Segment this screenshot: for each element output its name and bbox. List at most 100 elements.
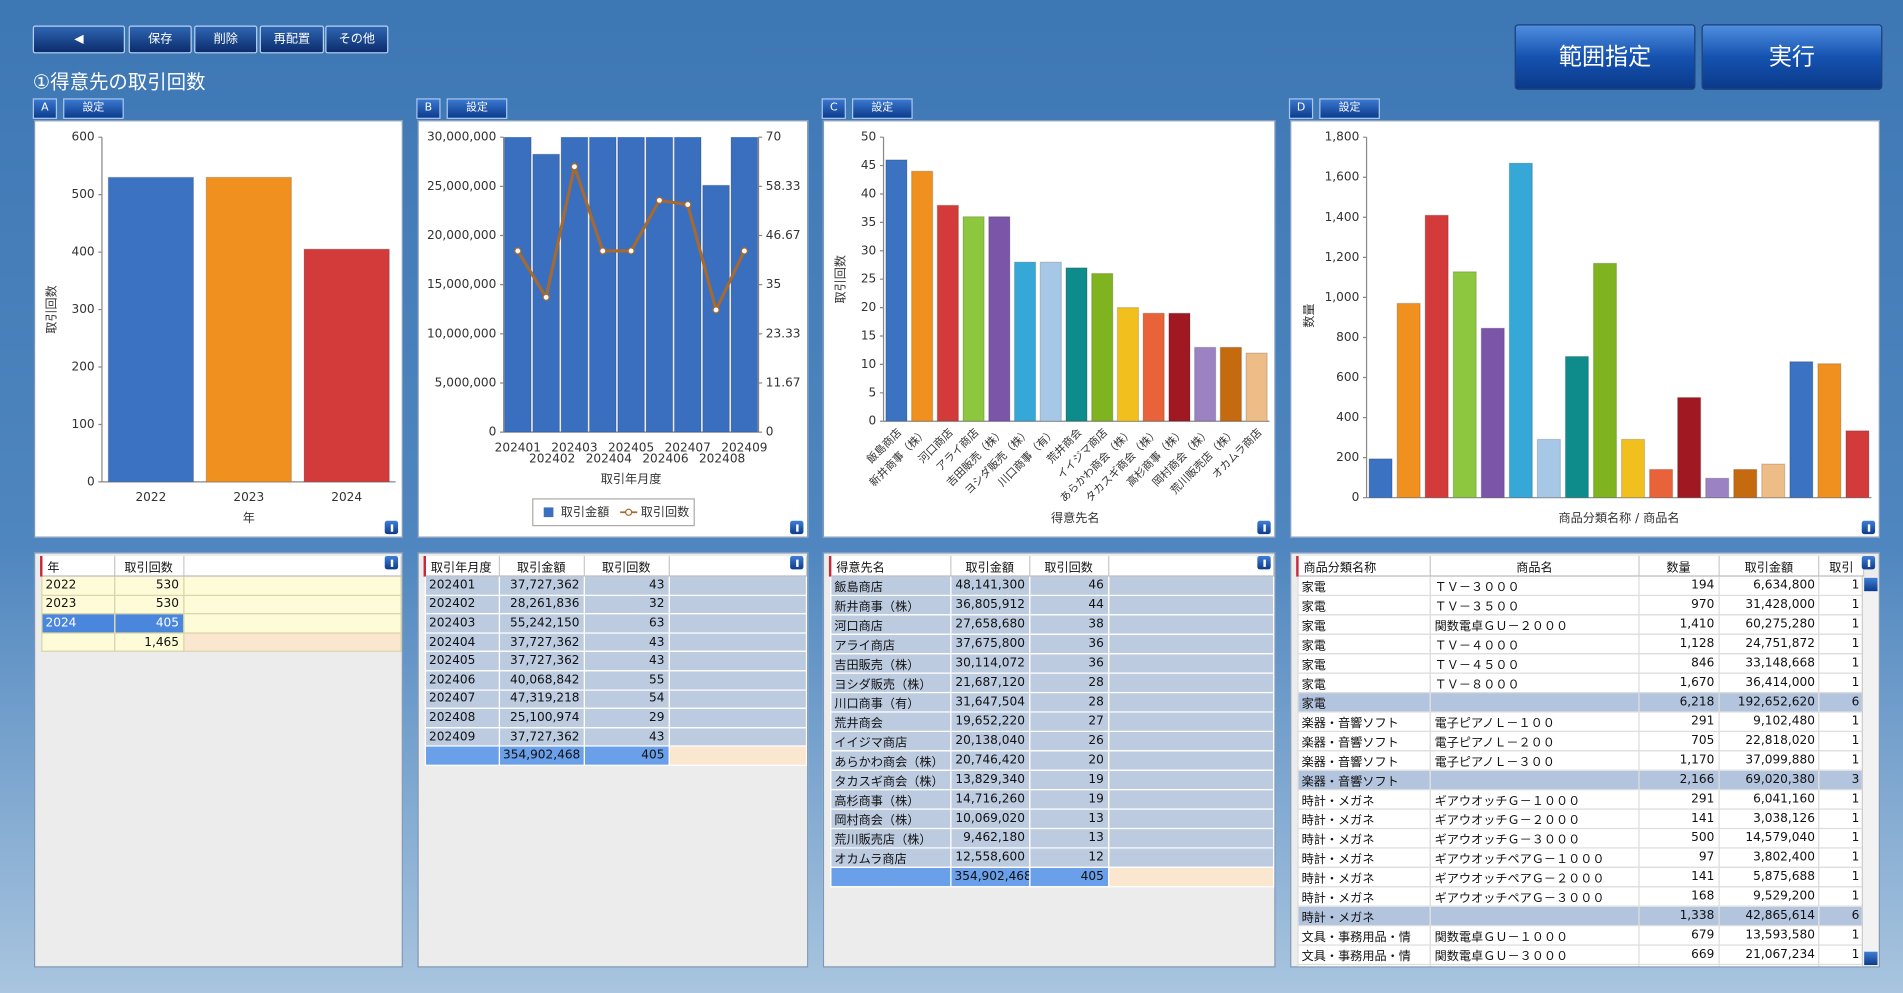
info-icon[interactable] [790,555,804,570]
table-row[interactable]: 202409 37,727,362 43 [424,726,808,747]
table-row[interactable]: 時計・メガネ ギアウオッチペアＧ－２０００ 141 5,875,688 1 [1296,866,1865,888]
scroll-down[interactable] [1864,951,1878,966]
bar [1817,363,1842,498]
setting-button[interactable]: 設定 [63,98,124,119]
table-row[interactable]: 202406 40,068,842 55 [424,670,808,691]
table-row[interactable]: 時計・メガネ ギアウオッチＧ－２０００ 141 3,038,126 1 [1296,808,1865,830]
subtotal-row[interactable]: 家電 6,218 192,652,620 6 [1296,691,1865,713]
bar [1245,352,1268,422]
table-row[interactable]: あらかわ商会（株） 20,746,420 20 [829,750,1275,771]
table-row[interactable]: 202408 25,100,974 29 [424,707,808,729]
table-row[interactable]: 川口商事（有） 31,647,504 28 [829,691,1275,713]
bar [1065,267,1088,422]
bar [1789,361,1814,498]
table-row[interactable]: 家電 ＴＶ－３０００ 194 6,634,800 1 [1296,575,1865,597]
bar [962,216,985,422]
table-row[interactable]: 家電 ＴＶ－３５００ 970 31,428,000 1 [1296,594,1865,616]
other-button[interactable]: その他 [325,25,389,54]
table-row[interactable]: アライ商店 37,675,800 36 [829,633,1275,655]
table-row[interactable]: 文具・事務用品・情 関数電卓ＧＵ－３０００ 669 21,067,234 1 [1296,944,1865,966]
table-row[interactable]: イイジマ商店 20,138,040 26 [829,730,1275,752]
info-icon[interactable] [1257,555,1271,570]
table-row[interactable]: タカスギ商会（株） 13,829,340 19 [829,769,1275,791]
cell: 97 [1637,847,1720,868]
subtotal-row[interactable]: 時計・メガネ 1,338 42,865,614 6 [1296,905,1865,927]
bar [1564,355,1590,498]
rearrange-button[interactable]: 再配置 [259,25,325,54]
cell: 楽器・音響ソフト [1296,750,1432,771]
save-button[interactable]: 保存 [128,25,192,54]
table-row[interactable]: 家電 ＴＶ－４５００ 846 33,148,668 1 [1296,653,1865,674]
cell: 時計・メガネ [1296,789,1432,810]
back-button[interactable]: ◀ [32,25,126,54]
cell: 202405 [424,651,500,672]
cell [829,866,951,887]
run-button[interactable]: 実行 [1701,24,1883,90]
table-row[interactable]: 家電 関数電卓ＧＵ－２０００ 1,410 60,275,280 1 [1296,614,1865,635]
table-row[interactable]: 荒川販売店（株） 9,462,180 13 [829,827,1275,849]
cell: ＴＶ－３０００ [1429,575,1640,597]
table-row[interactable]: 時計・メガネ ギアウオッチＧ－３０００ 500 14,579,040 1 [1296,827,1865,849]
table-row[interactable]: 家電 ＴＶ－８０００ 1,670 36,414,000 1 [1296,672,1865,694]
setting-button[interactable]: 設定 [1319,98,1380,119]
cell: 36,805,912 [949,594,1030,616]
y-tick-label: 40 [861,186,876,200]
cell: 6,218 [1637,691,1720,713]
y-tick-label: 1,800 [1325,130,1360,144]
cell: 55,242,150 [498,613,585,634]
table-row[interactable]: 飯島商店 48,141,300 46 [829,575,1275,597]
cell: 家電 [1296,575,1432,597]
table-row[interactable]: 202401 37,727,362 43 [424,575,808,596]
scroll-up[interactable] [1864,577,1878,592]
table-row[interactable]: 2023 530 [40,594,402,615]
info-icon[interactable] [384,520,399,535]
table-row[interactable]: 2024 405 [40,613,402,634]
y-tick-label: 10 [861,357,876,371]
table-row[interactable]: ヨシダ販売（株） 21,687,120 28 [829,672,1275,694]
table-row[interactable]: 荒井商会 19,652,220 27 [829,711,1275,732]
table-row[interactable]: 202404 37,727,362 43 [424,632,808,653]
bar [205,176,292,482]
cell: ＴＶ－４５００ [1429,653,1640,674]
header-filler [183,555,402,577]
table-row[interactable]: 吉田販売（株） 30,114,072 36 [829,653,1275,674]
table-row[interactable]: 高杉商事（株） 14,716,260 19 [829,789,1275,810]
table-row[interactable]: 文具・事務用品・情 関数電卓ＧＵ－１０００ 679 13,593,580 1 [1296,924,1865,946]
info-icon[interactable] [1861,555,1876,570]
column-header: 得意先名 [828,555,951,577]
table-row[interactable]: 岡村商会（株） 10,069,020 13 [829,808,1275,830]
table-row[interactable]: 時計・メガネ ギアウオッチペアＧ－３０００ 168 9,529,200 1 [1296,886,1865,907]
setting-button[interactable]: 設定 [851,98,913,119]
cell: 22,818,020 [1717,730,1820,752]
range-button[interactable]: 範囲指定 [1514,24,1696,90]
cell: 家電 [1296,653,1432,674]
setting-button[interactable]: 設定 [446,98,508,119]
table-row[interactable]: 202403 55,242,150 63 [424,613,808,634]
table-row[interactable]: 楽器・音響ソフト 電子ピアノＬ－２００ 705 22,818,020 1 [1296,730,1865,752]
delete-button[interactable]: 削除 [194,25,258,54]
table-row[interactable]: 楽器・音響ソフト 電子ピアノＬ－１００ 291 9,102,480 1 [1296,711,1865,732]
subtotal-row[interactable]: 楽器・音響ソフト 2,166 69,020,380 3 [1296,769,1865,791]
table-row[interactable]: オカムラ商店 12,558,600 12 [829,847,1275,868]
table-row[interactable]: 時計・メガネ ギアウオッチＧ－１０００ 291 6,041,160 1 [1296,789,1865,810]
info-icon[interactable] [384,555,399,570]
cell: 川口商事（有） [829,691,951,713]
info-icon[interactable] [1257,520,1271,535]
y-tick-label: 600 [72,130,95,144]
info-icon[interactable] [790,520,804,535]
table-row[interactable]: 202402 28,261,836 32 [424,594,808,615]
table-row[interactable]: 202405 37,727,362 43 [424,651,808,672]
info-icon[interactable] [1861,520,1876,535]
table-row[interactable]: 家電 ＴＶ－４０００ 1,128 24,751,872 1 [1296,633,1865,655]
table-row[interactable]: 時計・メガネ ギアウオッチペアＧ－１０００ 97 3,802,400 1 [1296,847,1865,868]
table-row[interactable]: 河口商店 27,658,680 38 [829,614,1275,635]
table-row[interactable]: 楽器・音響ソフト 電子ピアノＬ－３００ 1,170 37,099,880 1 [1296,750,1865,771]
x-axis-label: 商品分類名称 / 商品名 [1559,510,1680,525]
table-row[interactable]: 202407 47,319,218 54 [424,688,808,710]
cell: 9,529,200 [1717,886,1820,907]
chart-panel: 0 5,000,000 10,000,000 15,000,000 20,000,000… [417,120,809,538]
table-row[interactable]: 新井商事（株） 36,805,912 44 [829,594,1275,616]
table-row[interactable]: 2022 530 [40,575,402,596]
scrollbar[interactable] [1861,576,1879,967]
